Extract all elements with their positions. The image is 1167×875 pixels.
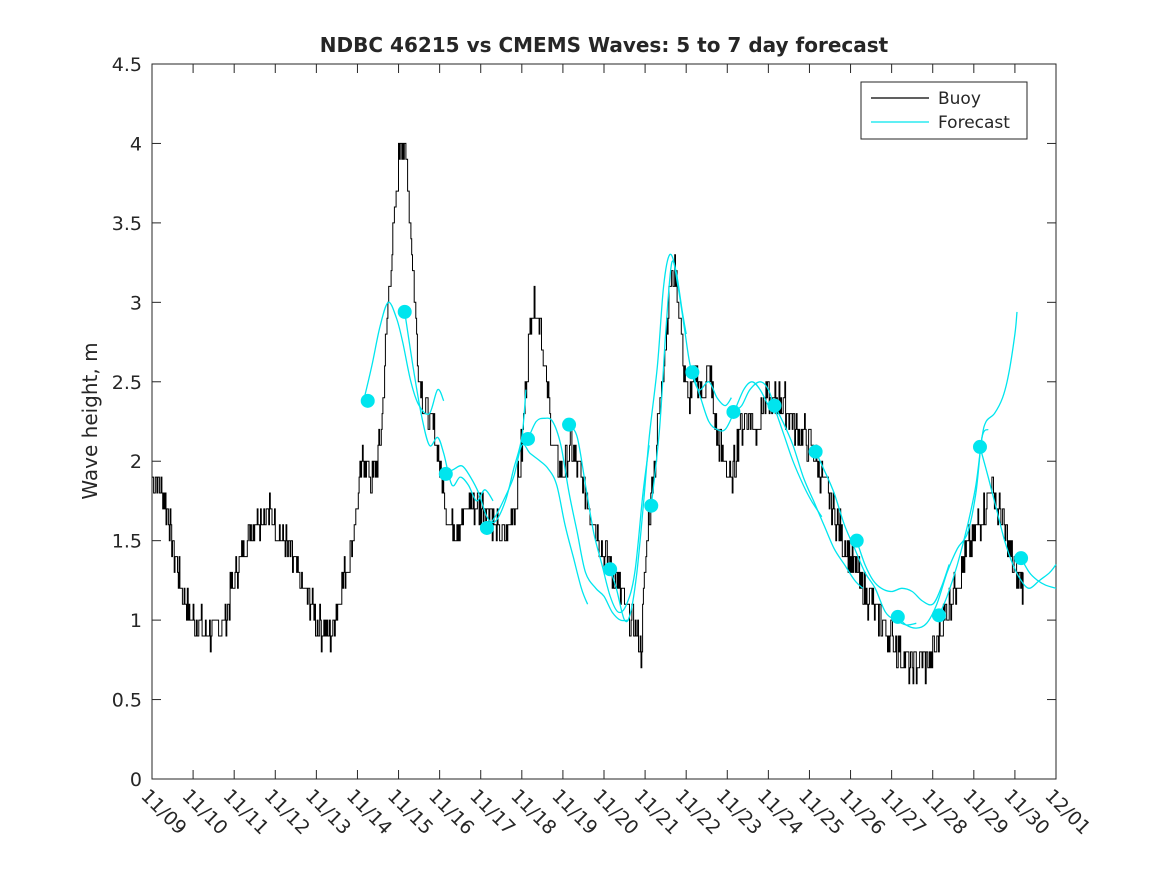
y-tick-label: 3.5: [112, 213, 142, 235]
forecast-marker: [1014, 551, 1029, 566]
forecast-markers: [360, 304, 1029, 624]
y-tick-label: 0.5: [112, 690, 142, 712]
forecast-marker: [726, 404, 741, 419]
forecast-marker: [808, 444, 823, 459]
forecast-line: [732, 381, 823, 518]
forecast-marker: [397, 304, 412, 319]
y-tick-labels: 0 0.5 1 1.5 2 2.5 3 3.5 4 4.5: [112, 54, 142, 791]
legend-buoy-label: Buoy: [938, 89, 981, 109]
axis-ticks: [151, 63, 1057, 780]
forecast-marker: [767, 398, 782, 413]
forecast-line: [568, 424, 650, 614]
forecast-marker: [562, 417, 577, 432]
forecast-line: [856, 540, 950, 606]
forecast-marker: [438, 466, 453, 481]
y-tick-label: 2.5: [112, 372, 142, 394]
y-tick-label: 1: [130, 610, 142, 632]
y-axis-label: Wave height, m: [78, 342, 102, 499]
forecast-marker: [685, 365, 700, 380]
forecast-line: [527, 417, 629, 622]
buoy-series: [152, 142, 1024, 685]
forecast-marker: [603, 562, 618, 577]
forecast-marker: [360, 393, 375, 408]
legend: Buoy Forecast: [860, 81, 1028, 140]
forecast-marker: [520, 431, 535, 446]
forecast-line: [1020, 557, 1057, 589]
legend-forecast-label: Forecast: [938, 113, 1010, 133]
forecast-line: [486, 443, 589, 605]
forecast-line: [938, 311, 1018, 616]
forecast-series: [362, 253, 1057, 629]
y-tick-label: 4.5: [112, 54, 142, 76]
legend-box: [860, 81, 1028, 140]
y-tick-label: 1.5: [112, 531, 142, 553]
y-tick-label: 2: [130, 451, 142, 473]
forecast-line: [979, 446, 1057, 589]
y-tick-label: 4: [130, 133, 142, 155]
forecast-line: [362, 301, 445, 415]
y-tick-label: 0: [130, 769, 142, 791]
buoy-line: [152, 142, 1024, 685]
forecast-marker: [479, 520, 494, 535]
forecast-line: [897, 428, 989, 629]
forecast-marker: [972, 439, 987, 454]
forecast-line: [445, 389, 527, 524]
forecast-line: [650, 260, 732, 506]
y-tick-label: 3: [130, 292, 142, 314]
forecast-line: [773, 405, 864, 589]
forecast-marker: [644, 498, 659, 513]
forecast-marker: [890, 609, 905, 624]
chart-title: NDBC 46215 vs CMEMS Waves: 5 to 7 day fo…: [320, 33, 889, 57]
axes-box: [151, 63, 1057, 780]
forecast-marker: [849, 533, 864, 548]
forecast-marker: [931, 608, 946, 623]
plot-area: [151, 63, 1057, 780]
